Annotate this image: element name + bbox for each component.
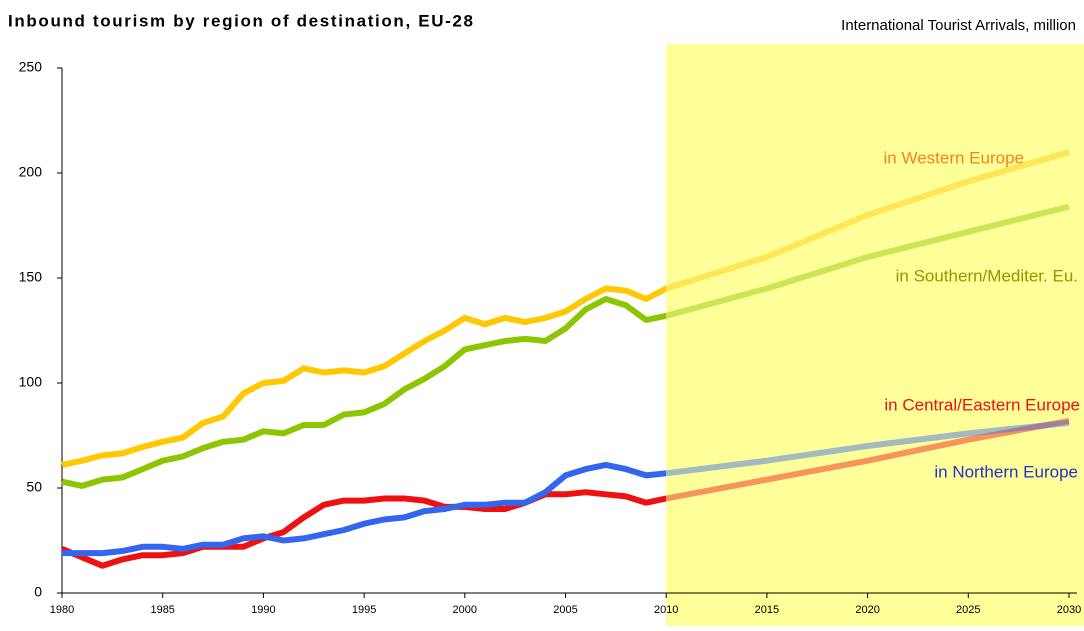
series-label: in Central/Eastern Europe — [884, 395, 1080, 414]
y-tick-label: 250 — [19, 59, 43, 75]
x-tick-label: 1990 — [251, 604, 275, 616]
x-tick-label: 2000 — [453, 604, 477, 616]
series-label: in Southern/Mediter. Eu. — [896, 266, 1078, 285]
y-tick-label: 50 — [26, 479, 42, 495]
series-label: in Northern Europe — [934, 462, 1078, 481]
series-line — [60, 417, 1070, 569]
x-tick-label: 2015 — [755, 604, 779, 616]
y-tick-label: 0 — [34, 584, 42, 600]
series-line — [62, 419, 1070, 557]
y-tick-label: 200 — [19, 164, 43, 180]
chart-subtitle: International Tourist Arrivals, million — [841, 17, 1076, 34]
x-tick-label: 1980 — [50, 604, 74, 616]
x-tick-label: 2025 — [956, 604, 980, 616]
forecast-region — [666, 44, 1084, 626]
x-tick-label: 1995 — [352, 604, 376, 616]
series-label: in Western Europe — [884, 148, 1024, 167]
chart-title: Inbound tourism by region of destination… — [8, 11, 473, 30]
x-tick-label: 2005 — [553, 604, 577, 616]
series-line — [61, 149, 1070, 468]
series-line — [61, 203, 1070, 489]
x-tick-label: 1985 — [150, 604, 174, 616]
x-tick-label: 2030 — [1057, 604, 1081, 616]
y-tick-label: 150 — [19, 269, 43, 285]
x-tick-label: 2020 — [855, 604, 879, 616]
y-tick-label: 100 — [19, 374, 43, 390]
x-tick-label: 2010 — [654, 604, 678, 616]
